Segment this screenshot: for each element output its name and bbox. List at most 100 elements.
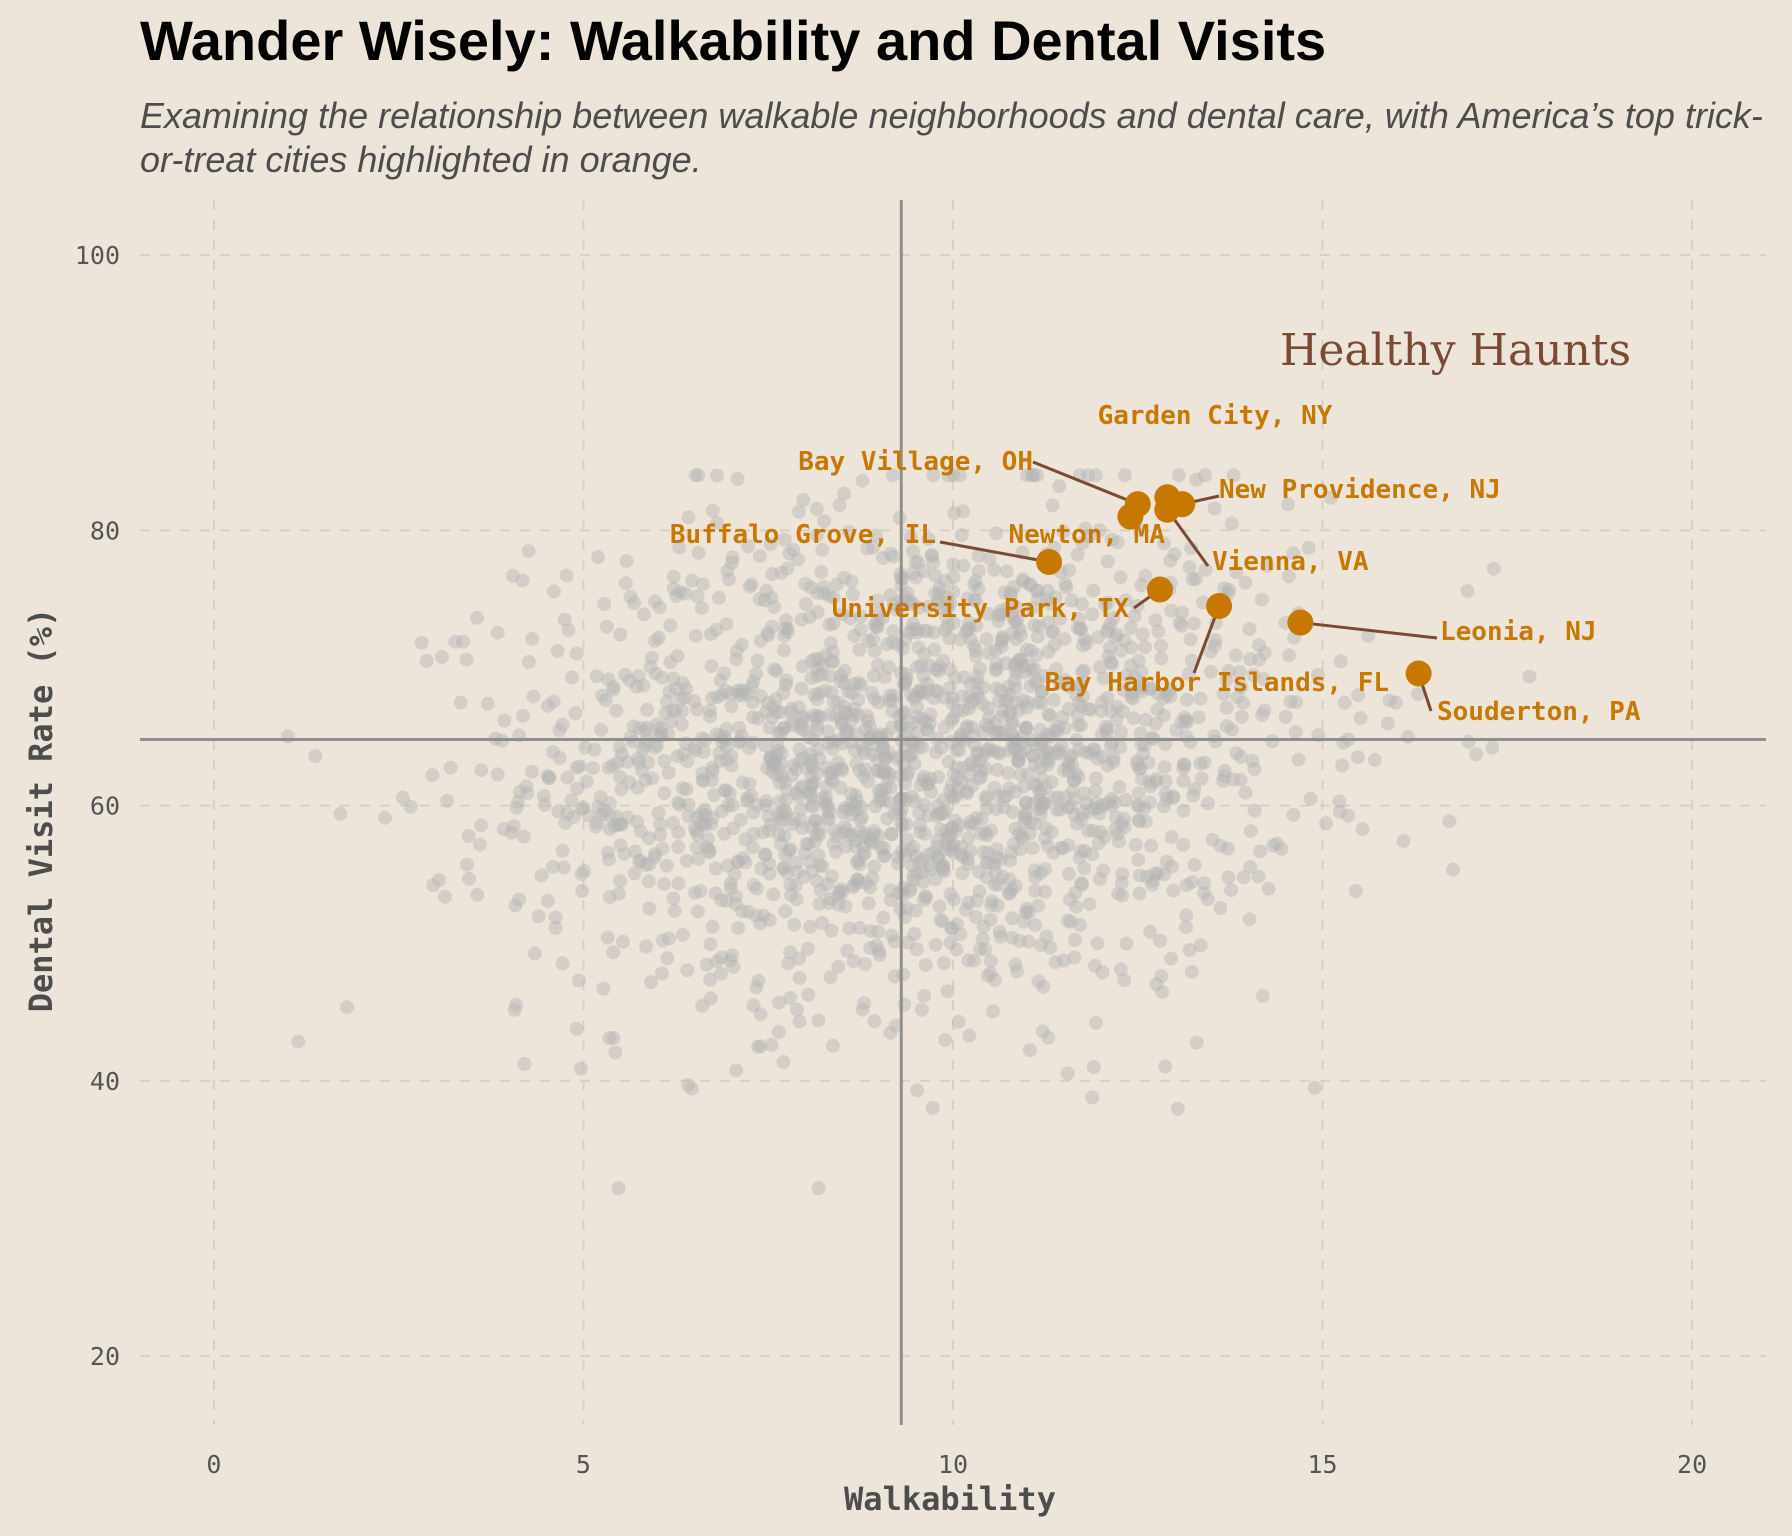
data-point — [971, 548, 986, 563]
data-point — [885, 635, 900, 650]
data-point — [600, 930, 615, 945]
data-point — [1196, 885, 1211, 900]
data-point — [984, 898, 999, 913]
data-point — [1083, 746, 1098, 761]
data-point — [1028, 675, 1043, 690]
data-point — [750, 797, 765, 812]
data-point — [904, 597, 919, 611]
data-point — [1167, 547, 1182, 562]
data-point — [944, 842, 958, 857]
data-point — [1201, 796, 1216, 811]
data-point — [1247, 762, 1262, 776]
data-point — [1056, 763, 1071, 778]
data-point — [756, 825, 771, 840]
data-point — [474, 818, 488, 833]
data-point — [719, 617, 734, 632]
data-point — [440, 793, 455, 808]
data-point — [1034, 685, 1049, 699]
data-point — [861, 896, 876, 911]
data-point — [690, 827, 705, 842]
data-point — [978, 825, 993, 840]
data-point — [876, 551, 891, 565]
data-point — [609, 703, 624, 718]
data-point — [746, 878, 761, 893]
data-point — [1138, 712, 1153, 727]
data-point — [1213, 901, 1228, 915]
data-point — [826, 590, 841, 605]
data-point — [914, 659, 929, 673]
data-point — [437, 889, 452, 904]
data-point — [1119, 668, 1134, 683]
data-point — [675, 781, 690, 796]
data-point — [709, 468, 724, 483]
data-point — [1065, 758, 1080, 773]
data-point — [963, 758, 978, 772]
data-point — [672, 797, 687, 812]
data-point — [655, 670, 670, 685]
data-point — [941, 754, 956, 769]
data-point — [948, 813, 963, 828]
data-point — [824, 869, 839, 884]
data-point — [851, 853, 866, 868]
data-point — [885, 704, 900, 718]
data-point — [758, 798, 773, 813]
data-point — [883, 588, 898, 603]
data-point — [473, 837, 487, 852]
data-point — [613, 770, 627, 784]
data-point — [884, 928, 899, 943]
data-point — [461, 829, 476, 843]
data-point — [899, 671, 914, 686]
data-point — [724, 758, 739, 773]
data-point — [1006, 730, 1021, 744]
data-point — [945, 696, 960, 711]
data-point — [861, 713, 876, 728]
data-point — [989, 662, 1004, 676]
data-point — [956, 558, 971, 573]
data-point — [1033, 784, 1048, 799]
data-point — [821, 811, 836, 826]
data-point — [516, 708, 530, 723]
data-point — [1041, 615, 1056, 630]
data-point — [1189, 472, 1204, 487]
data-point — [698, 808, 713, 822]
data-point — [717, 783, 732, 798]
data-point — [961, 701, 976, 716]
data-point — [1032, 792, 1047, 807]
data-point — [1001, 679, 1016, 694]
data-point — [648, 847, 663, 861]
data-point — [1078, 521, 1093, 536]
data-point — [521, 655, 536, 669]
data-point — [910, 625, 925, 640]
data-point — [1382, 693, 1397, 708]
data-point — [1088, 468, 1103, 483]
data-point — [702, 845, 717, 859]
data-point — [772, 762, 787, 777]
data-point — [558, 815, 573, 830]
data-point — [833, 674, 848, 689]
data-point — [559, 568, 574, 583]
data-point — [1005, 727, 1020, 742]
data-point — [509, 997, 524, 1012]
data-point — [965, 779, 980, 793]
data-point — [906, 839, 921, 854]
data-point — [1026, 748, 1041, 763]
data-point — [448, 634, 463, 649]
data-point — [821, 724, 836, 739]
data-point — [606, 679, 621, 694]
data-point — [697, 802, 712, 817]
data-point — [839, 823, 854, 838]
data-point — [702, 843, 717, 858]
data-point — [1159, 854, 1174, 869]
data-point — [1002, 781, 1017, 796]
data-point — [1085, 1090, 1100, 1105]
data-point — [987, 716, 1002, 731]
data-point — [765, 764, 779, 779]
data-point — [1257, 703, 1272, 718]
data-point — [922, 716, 937, 731]
data-point — [1234, 750, 1249, 764]
data-point — [856, 847, 871, 862]
data-point — [681, 809, 696, 823]
data-point — [867, 644, 882, 658]
data-point — [1061, 759, 1075, 774]
data-point — [657, 786, 672, 801]
